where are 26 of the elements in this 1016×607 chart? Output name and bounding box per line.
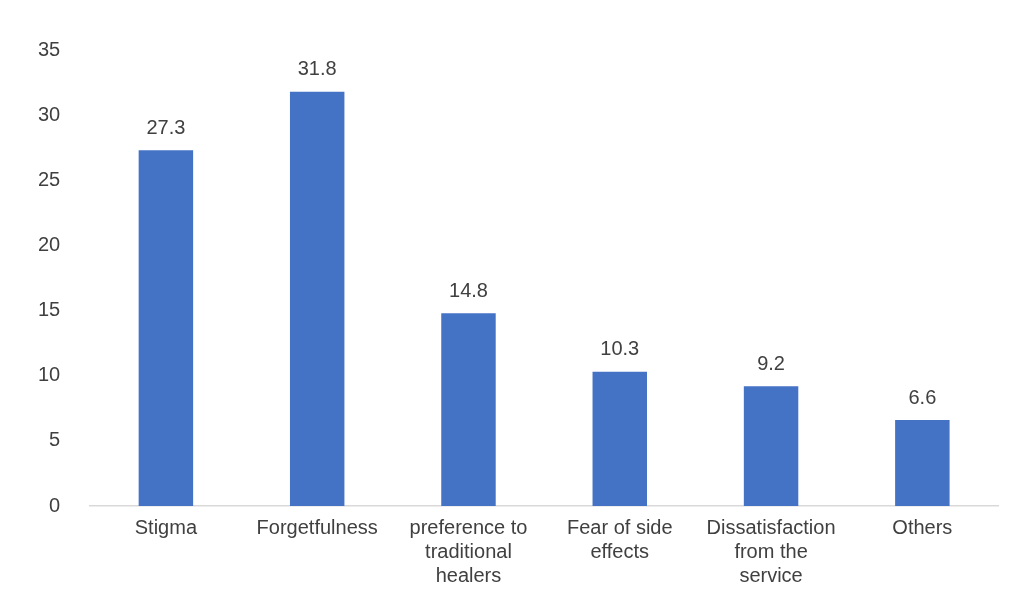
data-label: 31.8 (297, 57, 337, 80)
bar (895, 420, 950, 506)
bar (441, 313, 496, 506)
data-label: 9.2 (757, 351, 785, 374)
bar (743, 386, 799, 506)
y-tick-label: 15 (38, 298, 61, 321)
x-tick-label: preference to traditional healers (409, 515, 528, 586)
x-tick-label: Forgetfulness (256, 515, 378, 538)
y-tick-label: 0 (49, 493, 61, 516)
bar (138, 150, 194, 506)
x-tick-label: Fear of side effects (566, 515, 673, 562)
y-tick-label: 25 (38, 167, 61, 190)
y-tick-label: 30 (38, 102, 61, 125)
y-tick-label: 35 (38, 37, 61, 60)
y-tick-label: 10 (38, 363, 61, 386)
x-tick-label: Others (892, 515, 953, 538)
x-tick-label: Dissatisfaction from the service (706, 515, 836, 586)
data-label: 6.6 (908, 385, 937, 408)
x-tick-label: Stigma (134, 515, 198, 538)
y-tick-label: 20 (38, 232, 61, 255)
y-tick-label: 5 (49, 428, 61, 451)
data-label: 10.3 (600, 337, 640, 360)
bar (592, 371, 647, 506)
data-label: 14.8 (449, 278, 488, 301)
data-label: 27.3 (146, 115, 186, 138)
bar (289, 91, 345, 506)
